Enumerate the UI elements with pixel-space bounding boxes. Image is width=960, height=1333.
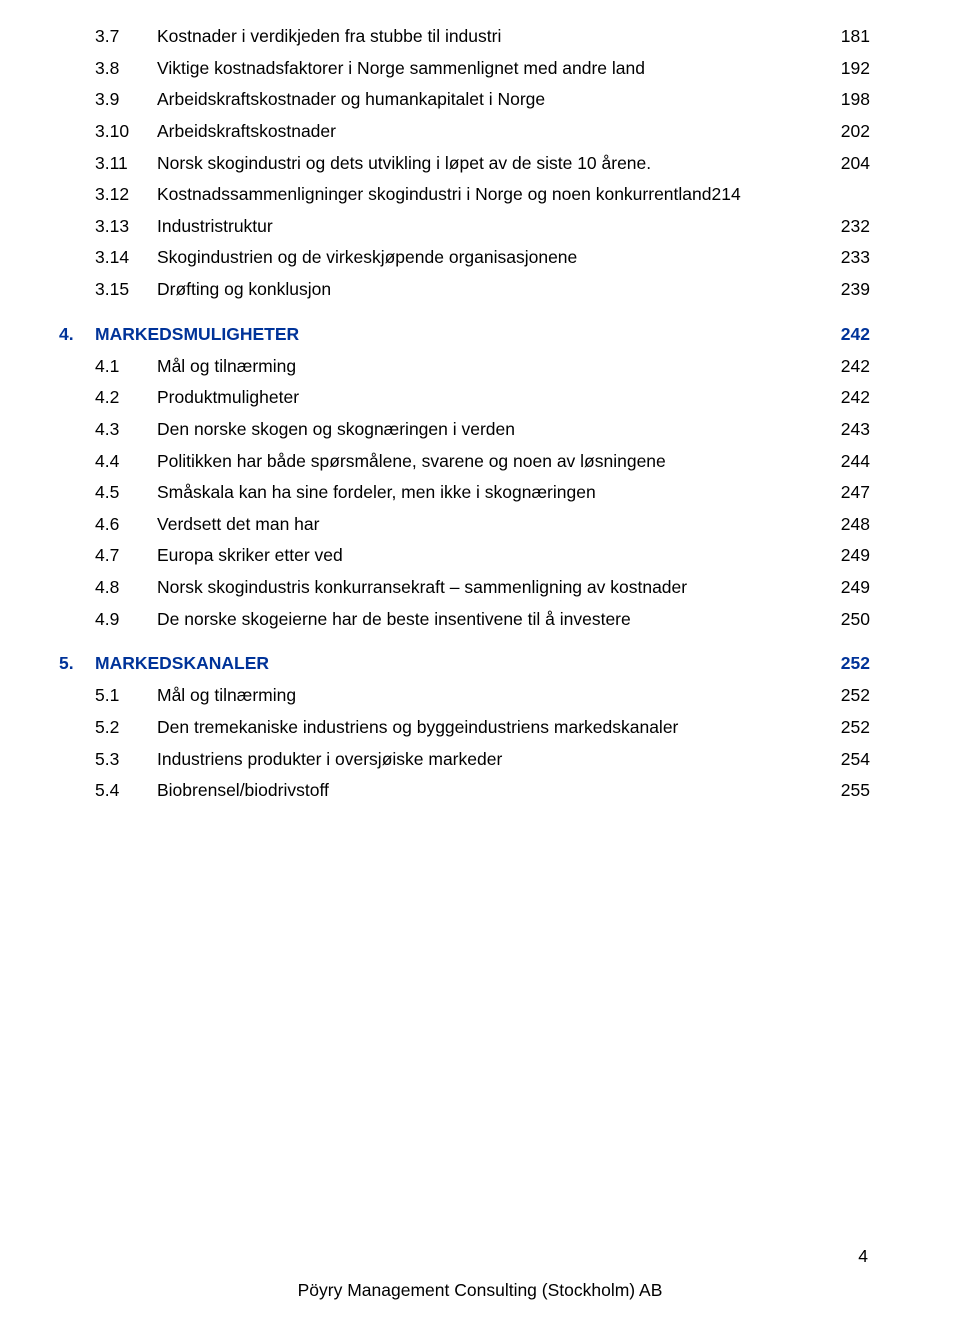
toc-row: 4.5Småskala kan ha sine fordeler, men ik… [95,481,870,505]
toc-row: 4.8Norsk skogindustris konkurransekraft … [95,576,870,600]
toc-section-heading: 4.MARKEDSMULIGHETER242 [95,324,870,345]
page-number: 4 [858,1246,868,1267]
toc-item-page: 252 [820,684,870,708]
toc-section-page: 242 [820,324,870,345]
toc-item-page: 255 [820,779,870,803]
toc-item-number: 4.3 [95,418,157,442]
toc-item-page: 249 [820,576,870,600]
toc-row: 3.11Norsk skogindustri og dets utvikling… [95,152,870,176]
toc-item-title: Europa skriker etter ved [157,544,820,568]
toc-item-title: Arbeidskraftskostnader og humankapitalet… [157,88,820,112]
toc-item-page: 192 [820,57,870,81]
toc-row: 5.1Mål og tilnærming252 [95,684,870,708]
toc-item-title: Småskala kan ha sine fordeler, men ikke … [157,481,820,505]
toc-section-number: 4. [59,324,95,345]
toc-item-number: 4.9 [95,608,157,632]
toc-section-heading: 5.MARKEDSKANALER252 [95,653,870,674]
toc-item-page: 232 [820,215,870,239]
toc-item-number: 4.2 [95,386,157,410]
toc-item-page: 247 [820,481,870,505]
toc-item-title: Kostnader i verdikjeden fra stubbe til i… [157,25,820,49]
toc-row: 3.8Viktige kostnadsfaktorer i Norge samm… [95,57,870,81]
toc-item-number: 4.6 [95,513,157,537]
toc-item-number: 3.13 [95,215,157,239]
toc-item-number: 5.4 [95,779,157,803]
toc-item-page: 242 [820,355,870,379]
toc-item-number: 3.7 [95,25,157,49]
toc-item-title: Den norske skogen og skognæringen i verd… [157,418,820,442]
toc-item-number: 4.4 [95,450,157,474]
toc-item-title: Kostnadssammenligninger skogindustri i N… [157,183,820,207]
toc-item-title: Mål og tilnærming [157,355,820,379]
toc-content: 3.7Kostnader i verdikjeden fra stubbe ti… [0,0,960,803]
toc-row: 3.9Arbeidskraftskostnader og humankapita… [95,88,870,112]
toc-row: 3.12Kostnadssammenligninger skogindustri… [95,183,870,207]
toc-item-title: Viktige kostnadsfaktorer i Norge sammenl… [157,57,820,81]
toc-item-page: 242 [820,386,870,410]
toc-item-page: 244 [820,450,870,474]
toc-item-title: Industristruktur [157,215,820,239]
toc-item-number: 3.14 [95,246,157,270]
toc-item-number: 5.1 [95,684,157,708]
toc-item-page: 198 [820,88,870,112]
toc-item-page: 252 [820,716,870,740]
toc-row: 4.2Produktmuligheter242 [95,386,870,410]
toc-item-page: 248 [820,513,870,537]
footer-text: Pöyry Management Consulting (Stockholm) … [0,1280,960,1301]
toc-item-title: Norsk skogindustris konkurransekraft – s… [157,576,820,600]
toc-row: 3.14Skogindustrien og de virkeskjøpende … [95,246,870,270]
toc-item-page: 239 [820,278,870,302]
toc-item-title: Norsk skogindustri og dets utvikling i l… [157,152,820,176]
toc-item-number: 4.8 [95,576,157,600]
toc-item-number: 5.3 [95,748,157,772]
toc-item-title: Drøfting og konklusjon [157,278,820,302]
toc-section-title: MARKEDSKANALER [95,653,820,674]
toc-row: 4.7Europa skriker etter ved249 [95,544,870,568]
toc-item-title: Verdsett det man har [157,513,820,537]
toc-item-title: Biobrensel/biodrivstoff [157,779,820,803]
toc-item-number: 3.9 [95,88,157,112]
toc-item-number: 3.11 [95,152,157,176]
toc-row: 5.2Den tremekaniske industriens og bygge… [95,716,870,740]
toc-item-page: 204 [820,152,870,176]
toc-item-number: 4.1 [95,355,157,379]
toc-row: 4.9De norske skogeierne har de beste ins… [95,608,870,632]
toc-section-page: 252 [820,653,870,674]
toc-item-page: 243 [820,418,870,442]
toc-item-title: De norske skogeierne har de beste insent… [157,608,820,632]
toc-row: 4.4Politikken har både spørsmålene, svar… [95,450,870,474]
toc-item-title: Produktmuligheter [157,386,820,410]
toc-item-number: 3.12 [95,183,157,207]
toc-row: 5.4Biobrensel/biodrivstoff255 [95,779,870,803]
toc-item-title: Industriens produkter i oversjøiske mark… [157,748,820,772]
toc-item-title: Politikken har både spørsmålene, svarene… [157,450,820,474]
toc-item-number: 4.5 [95,481,157,505]
toc-item-page: 249 [820,544,870,568]
toc-item-number: 3.10 [95,120,157,144]
toc-item-page: 254 [820,748,870,772]
toc-item-number: 3.8 [95,57,157,81]
toc-row: 4.6Verdsett det man har248 [95,513,870,537]
toc-section-title: MARKEDSMULIGHETER [95,324,820,345]
toc-item-title: Mål og tilnærming [157,684,820,708]
toc-item-title: Skogindustrien og de virkeskjøpende orga… [157,246,820,270]
toc-row: 3.15Drøfting og konklusjon239 [95,278,870,302]
toc-item-page: 233 [820,246,870,270]
toc-row: 4.3Den norske skogen og skognæringen i v… [95,418,870,442]
toc-item-number: 4.7 [95,544,157,568]
toc-item-page: 202 [820,120,870,144]
toc-row: 3.10Arbeidskraftskostnader202 [95,120,870,144]
toc-row: 3.7Kostnader i verdikjeden fra stubbe ti… [95,25,870,49]
toc-item-number: 5.2 [95,716,157,740]
toc-row: 4.1Mål og tilnærming242 [95,355,870,379]
toc-row: 5.3Industriens produkter i oversjøiske m… [95,748,870,772]
toc-row: 3.13Industristruktur232 [95,215,870,239]
toc-section-number: 5. [59,653,95,674]
toc-item-page: 181 [820,25,870,49]
toc-item-title: Den tremekaniske industriens og byggeind… [157,716,820,740]
toc-item-page: 250 [820,608,870,632]
toc-item-number: 3.15 [95,278,157,302]
toc-item-title: Arbeidskraftskostnader [157,120,820,144]
